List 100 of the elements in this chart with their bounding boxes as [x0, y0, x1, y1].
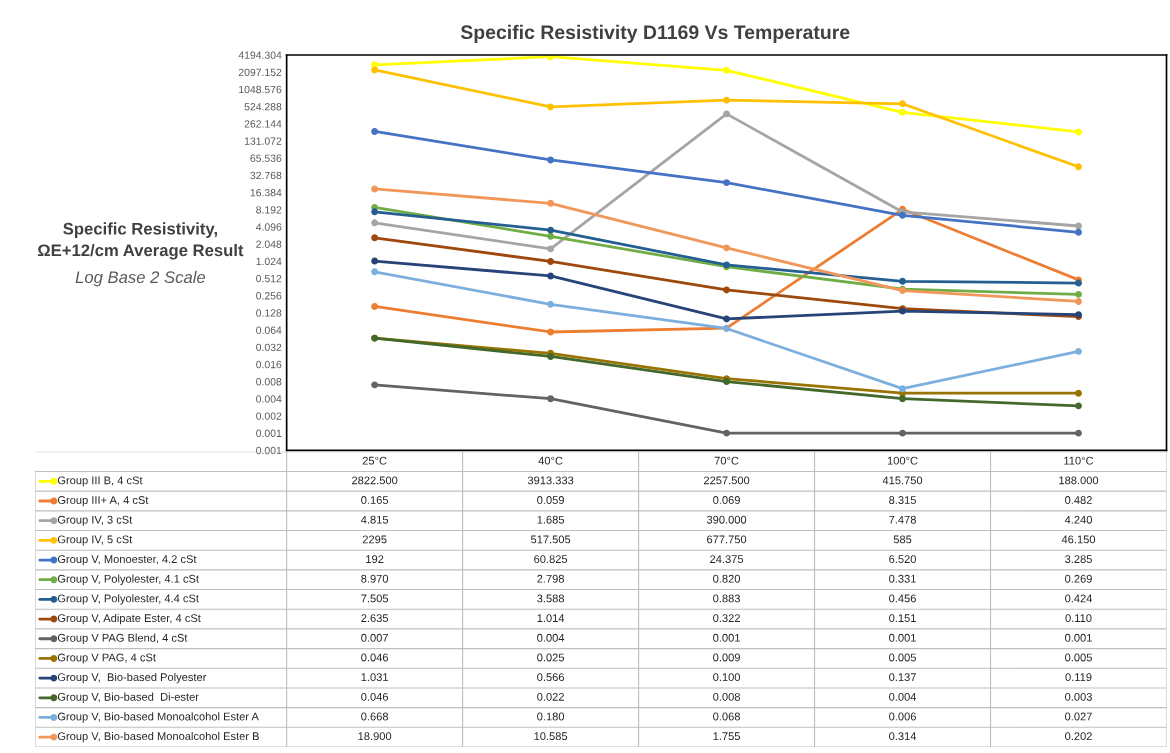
- y-tick-label: 1048.576: [239, 85, 282, 94]
- point: [547, 272, 555, 280]
- point: [899, 108, 907, 116]
- y-tick-label: 0.512: [256, 274, 282, 283]
- data-label: 3.285: [1065, 555, 1092, 564]
- point: [1075, 429, 1082, 437]
- data-label: 0.059: [537, 496, 564, 504]
- data-label: 0.006: [889, 712, 916, 721]
- legend-label: Group V, Monoester, 4.2 cSt: [57, 555, 197, 566]
- data-label: 0.027: [1065, 712, 1092, 721]
- y-tick-label: 1.024: [256, 257, 282, 266]
- data-label: 0.005: [1065, 653, 1092, 662]
- legend-label: Group V, Adipate Ester, 4 cSt: [57, 613, 201, 625]
- data-label: 0.004: [889, 692, 917, 701]
- data-label: 0.009: [713, 653, 740, 662]
- point: [1075, 128, 1082, 136]
- data-label: 0.668: [361, 712, 389, 721]
- point: [371, 219, 379, 227]
- data-label: 0.180: [537, 712, 565, 721]
- data-label: 0.004: [537, 633, 565, 642]
- point: [899, 429, 907, 437]
- point: [899, 277, 907, 285]
- data-label: 0.151: [889, 614, 916, 623]
- point: [371, 234, 379, 242]
- legend-label: Group III B, 4 cSt: [57, 476, 143, 487]
- y-tick-label: 4194.304: [238, 51, 282, 59]
- point: [371, 257, 379, 265]
- point: [547, 395, 555, 403]
- y-tick-label: 0.064: [256, 326, 282, 334]
- data-label: 0.165: [361, 496, 389, 504]
- data-label: 0.314: [889, 732, 917, 741]
- data-label: 7.505: [361, 594, 389, 603]
- legend-label: Group V, Bio-based Polyester: [57, 672, 207, 684]
- data-label: 0.003: [1065, 692, 1092, 701]
- chart-title: Specific Resistivity D1169 Vs Temperature: [460, 24, 850, 43]
- data-label: 0.269: [1065, 574, 1092, 583]
- data-label: 677.750: [707, 535, 747, 544]
- y-tick-label: 0.004: [256, 395, 282, 403]
- point: [723, 315, 731, 323]
- y-tick-label: 32.768: [250, 171, 282, 180]
- data-label: 0.202: [1065, 732, 1092, 741]
- y-tick-label: 0.001: [256, 446, 282, 455]
- legend-label: Group V PAG Blend, 4 cSt: [57, 633, 188, 644]
- legend-label: Group IV, 3 cSt: [57, 515, 133, 526]
- point: [1075, 163, 1082, 171]
- data-label: 0.820: [713, 574, 741, 583]
- data-label: 3.588: [537, 594, 565, 603]
- data-label: 8.315: [889, 496, 916, 504]
- text: Log Base 2 Scale: [75, 270, 206, 287]
- data-label: 0.046: [361, 653, 389, 662]
- data-label: 7.478: [889, 515, 916, 524]
- data-label: 4.815: [360, 515, 389, 524]
- data-label: 0.100: [713, 673, 741, 682]
- data-label: 0.119: [1065, 673, 1092, 682]
- legend-label: Group V, Bio-based Di-ester: [57, 692, 199, 703]
- data-label: 0.046: [361, 692, 389, 701]
- y-tick-label: 0.001: [256, 429, 282, 437]
- point: [723, 110, 731, 118]
- point: [547, 199, 555, 207]
- legend-label: Group V, Bio-based Monoalcohol Ester A: [57, 712, 259, 723]
- x-tick-label: 100°C: [887, 456, 918, 465]
- data-label: 0.331: [889, 574, 916, 583]
- data-label: 0.005: [889, 653, 916, 662]
- data-label: 2257.500: [703, 476, 750, 485]
- data-label: 1.031: [361, 673, 388, 682]
- data-label: 2.635: [361, 614, 389, 623]
- y-tick-label: 0.008: [256, 378, 282, 386]
- point: [371, 185, 379, 193]
- data-label: 8.970: [361, 574, 389, 583]
- data-label: 10.585: [534, 732, 568, 741]
- y-tick-label: 0.032: [256, 343, 282, 352]
- point: [723, 429, 731, 437]
- point: [547, 103, 555, 111]
- y-tick-label: 0.128: [256, 309, 282, 317]
- legend-label: Group V PAG, 4 cSt: [57, 653, 156, 664]
- point: [1075, 298, 1082, 305]
- point: [547, 245, 555, 253]
- point: [371, 127, 379, 135]
- point: [723, 96, 731, 104]
- point: [1075, 347, 1082, 355]
- point: [723, 179, 731, 187]
- point: [723, 244, 731, 252]
- y-tick-label: 2097.152: [238, 68, 282, 77]
- data-label: 0.110: [1065, 614, 1092, 623]
- y-tick-label: 8.192: [256, 206, 282, 214]
- y-tick-label: 4.096: [255, 223, 282, 231]
- point: [1075, 389, 1082, 397]
- point: [371, 303, 379, 310]
- data-label: 46.150: [1061, 535, 1096, 544]
- data-label: 0.482: [1065, 496, 1092, 504]
- point: [899, 385, 907, 393]
- y-tick-label: 262.144: [244, 120, 282, 128]
- data-label: 4.240: [1064, 515, 1092, 524]
- data-label: 0.069: [713, 496, 740, 504]
- data-label: 188.000: [1059, 476, 1099, 485]
- point: [371, 381, 379, 389]
- point: [1075, 402, 1082, 410]
- y-tick-label: 0.002: [256, 412, 282, 420]
- point: [1075, 228, 1082, 236]
- data-label: 0.001: [713, 633, 740, 642]
